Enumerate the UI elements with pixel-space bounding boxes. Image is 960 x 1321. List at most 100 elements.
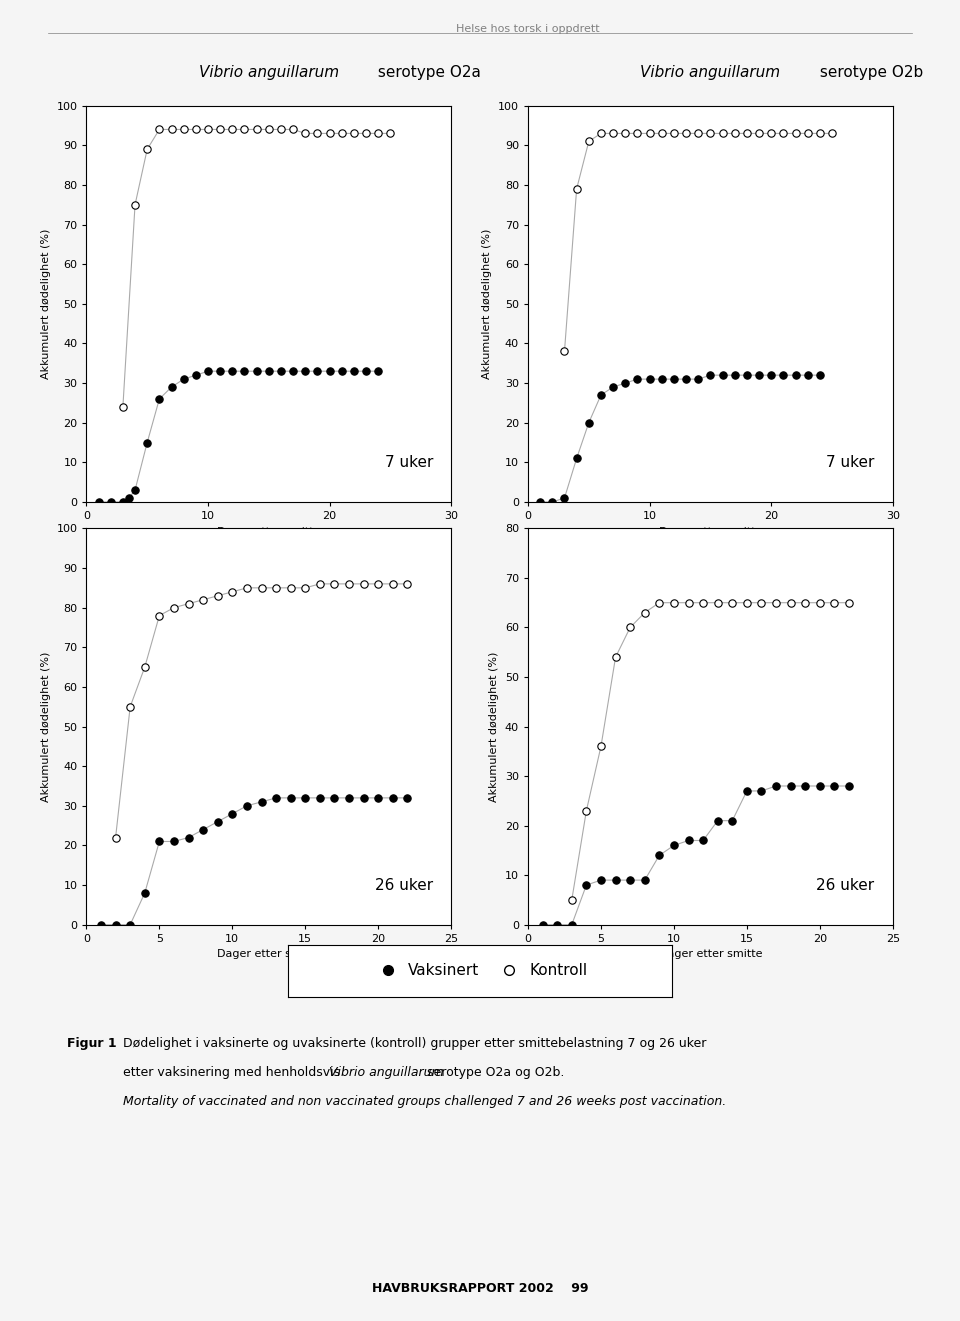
Point	[681, 830, 696, 851]
Point	[261, 119, 276, 140]
Point	[825, 123, 840, 144]
Point	[739, 592, 755, 613]
Point	[630, 123, 645, 144]
Point	[166, 831, 181, 852]
Point	[752, 365, 767, 386]
Point	[827, 775, 842, 797]
Point	[166, 597, 181, 618]
Point	[342, 573, 357, 594]
Point	[617, 123, 633, 144]
Point	[622, 869, 637, 890]
Point	[298, 577, 313, 598]
Point	[121, 487, 136, 509]
Point	[606, 123, 621, 144]
Point	[91, 491, 107, 513]
Point	[695, 830, 710, 851]
Text: serotype O2a: serotype O2a	[373, 65, 481, 81]
Point	[237, 361, 252, 382]
Point	[383, 123, 398, 144]
Point	[285, 119, 300, 140]
Point	[152, 119, 167, 140]
Point	[326, 573, 342, 594]
Point	[123, 914, 138, 935]
Text: 26 uker: 26 uker	[816, 878, 875, 893]
Point	[739, 781, 755, 802]
Point	[123, 696, 138, 717]
Point	[812, 775, 828, 797]
Point	[725, 810, 740, 831]
Point	[298, 787, 313, 808]
Point	[703, 123, 718, 144]
Point	[642, 123, 658, 144]
Point	[800, 123, 815, 144]
Point	[356, 573, 372, 594]
Point	[812, 123, 828, 144]
Point	[225, 119, 240, 140]
Point	[253, 577, 269, 598]
Point	[176, 119, 191, 140]
Point	[654, 369, 669, 390]
Point	[322, 361, 337, 382]
Point	[358, 361, 373, 382]
Point	[274, 361, 289, 382]
Text: HAVBRUKSRAPPORT 2002    99: HAVBRUKSRAPPORT 2002 99	[372, 1281, 588, 1295]
Y-axis label: Akkumulert dødelighet (%): Akkumulert dødelighet (%)	[483, 229, 492, 379]
Point	[115, 396, 131, 417]
Text: Dødelighet i vaksinerte og uvaksinerte (kontroll) grupper etter smittebelastning: Dødelighet i vaksinerte og uvaksinerte (…	[123, 1037, 707, 1050]
Point	[152, 605, 167, 626]
Point	[356, 787, 372, 808]
Point	[681, 592, 696, 613]
Point	[371, 361, 386, 382]
Point	[385, 573, 400, 594]
Point	[788, 365, 804, 386]
Point	[533, 491, 548, 513]
Point	[715, 365, 731, 386]
Point	[249, 119, 264, 140]
Point	[196, 819, 211, 840]
Point	[137, 657, 153, 678]
Point	[342, 787, 357, 808]
Y-axis label: Akkumulert dødelighet (%): Akkumulert dødelighet (%)	[41, 651, 51, 802]
Point	[739, 365, 755, 386]
Point	[695, 592, 710, 613]
Point	[312, 573, 327, 594]
Point	[201, 361, 216, 382]
Point	[128, 480, 143, 501]
Point	[564, 914, 580, 935]
Point	[103, 491, 118, 513]
Point	[212, 361, 228, 382]
Point	[652, 592, 667, 613]
Point	[727, 123, 742, 144]
Point	[210, 811, 226, 832]
Point	[710, 810, 726, 831]
Point	[310, 123, 325, 144]
Legend: Vaksinert, Kontroll: Vaksinert, Kontroll	[367, 958, 593, 984]
X-axis label: Dager etter smitte: Dager etter smitte	[659, 527, 762, 536]
Point	[812, 592, 828, 613]
Point	[579, 801, 594, 822]
Point	[606, 376, 621, 398]
Point	[564, 889, 580, 910]
Point	[841, 592, 856, 613]
Point	[690, 369, 706, 390]
X-axis label: Dager etter smitte: Dager etter smitte	[217, 527, 321, 536]
Point	[593, 123, 609, 144]
Point	[666, 835, 682, 856]
Point	[115, 491, 131, 513]
Text: etter vaksinering med henholdsvis: etter vaksinering med henholdsvis	[123, 1066, 344, 1079]
Point	[841, 775, 856, 797]
Point	[164, 376, 180, 398]
Point	[544, 491, 560, 513]
Point	[237, 119, 252, 140]
Point	[783, 592, 799, 613]
Point	[93, 914, 108, 935]
Point	[210, 585, 226, 606]
Point	[139, 139, 155, 160]
Point	[334, 123, 349, 144]
Point	[666, 369, 682, 390]
Point	[549, 914, 564, 935]
Point	[358, 123, 373, 144]
Point	[617, 373, 633, 394]
Point	[798, 775, 813, 797]
Point	[725, 592, 740, 613]
